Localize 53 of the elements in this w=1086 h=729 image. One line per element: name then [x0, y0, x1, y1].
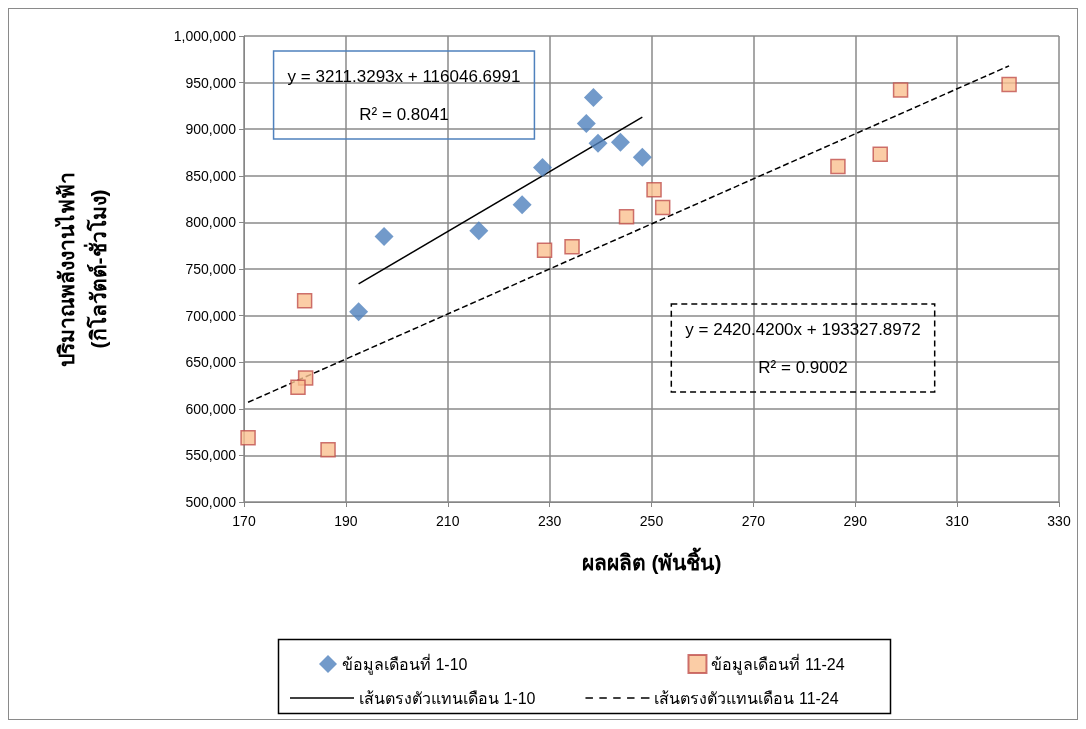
point: [610, 132, 630, 152]
y-tick-label: 650,000: [185, 354, 237, 371]
point: [564, 238, 580, 255]
point: [830, 158, 846, 175]
point: [290, 379, 306, 396]
point: [618, 209, 635, 225]
point: [632, 147, 652, 167]
y-tick-label: 550,000: [185, 447, 237, 464]
y-tick-label: 600,000: [185, 400, 237, 417]
annotation: y = 2420.4200x + 193327.8972: [685, 319, 921, 339]
annotation: y = 3211.3293x + 116046.6991: [287, 66, 521, 86]
y-tick-label: 700,000: [185, 307, 237, 324]
x-tick-label: 190: [334, 513, 358, 529]
x-axis-title: ผลผลิต (พันชิ้น): [581, 547, 722, 574]
y-tick-label: 500,000: [185, 494, 237, 510]
point: [532, 157, 552, 177]
x-tick-label: 290: [843, 513, 868, 529]
point: [588, 133, 608, 153]
y-tick-label: 950,000: [185, 74, 237, 91]
point: [892, 82, 909, 98]
x-tick-label: 230: [537, 513, 562, 529]
y-tick-label: 850,000: [185, 167, 237, 184]
point: [646, 182, 662, 198]
point: [536, 242, 553, 259]
y-tick-label: 1,000,000: [173, 28, 237, 44]
y-tick-label: 750,000: [185, 261, 237, 277]
point: [296, 292, 313, 309]
point: [469, 221, 489, 241]
point: [576, 114, 596, 134]
point: [512, 195, 532, 215]
x-tick-label: 330: [1047, 513, 1071, 529]
x-tick-label: 210: [436, 513, 460, 529]
legend-label: ข้อมูลเดือนที่ 1-10: [342, 652, 468, 675]
y-axis-title: ปริมาณพลังงานไฟฟ้า (กิโลวัตต์-ชั่วโมง): [53, 171, 110, 367]
point: [654, 199, 671, 216]
point: [349, 302, 369, 322]
point: [320, 442, 336, 458]
legend-label: เส้นตรงตัวแทนเดือน 11-24: [654, 689, 839, 707]
point: [1001, 76, 1017, 93]
y-tick-label: 900,000: [185, 121, 237, 138]
legend-label: ข้อมูลเดือนที่ 11-24: [711, 652, 845, 675]
point: [240, 429, 256, 446]
point: [374, 226, 394, 246]
x-tick-label: 270: [741, 513, 766, 529]
x-tick-label: 170: [232, 513, 256, 529]
legend-label: เส้นตรงตัวแทนเดือน 1-10: [359, 689, 536, 707]
point: [872, 146, 888, 163]
y-tick-label: 800,000: [185, 214, 237, 231]
point: [583, 88, 603, 108]
x-tick-label: 250: [639, 513, 664, 529]
x-tick-label: 310: [945, 513, 970, 529]
annotation: R² = 0.8041: [359, 104, 449, 124]
annotation: R² = 0.9002: [758, 357, 848, 377]
